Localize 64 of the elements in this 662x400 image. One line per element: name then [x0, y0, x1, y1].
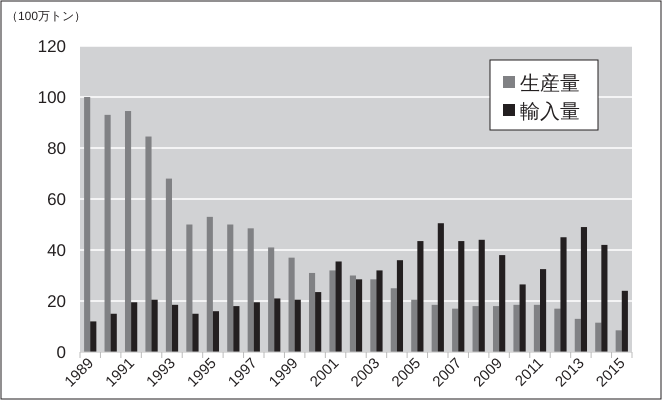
- bar: [513, 304, 520, 352]
- y-tick-label: 120: [38, 37, 66, 56]
- bar: [390, 288, 397, 352]
- bar: [104, 114, 111, 352]
- bar: [336, 261, 342, 352]
- bar: [110, 314, 117, 352]
- bar: [601, 244, 608, 352]
- bar: [574, 318, 581, 352]
- bar: [622, 290, 628, 352]
- bar: [554, 308, 560, 352]
- bar: [540, 269, 546, 352]
- y-tick-label: 40: [47, 241, 66, 260]
- legend-label: 生産量: [520, 73, 580, 95]
- bar: [370, 279, 376, 352]
- bar: [560, 237, 567, 352]
- bar: [534, 304, 540, 352]
- bar: [616, 330, 622, 352]
- bar: [492, 306, 500, 352]
- bar: [288, 258, 295, 352]
- bar: [499, 255, 506, 352]
- bar: [376, 270, 383, 352]
- bar: [520, 284, 526, 352]
- bar: [356, 279, 362, 352]
- bar: [274, 298, 280, 352]
- bar: [152, 300, 158, 352]
- bar: [329, 270, 336, 352]
- bar: [294, 300, 301, 352]
- bar: [452, 308, 458, 352]
- bar: [248, 228, 254, 352]
- bar: [458, 241, 464, 352]
- bar: [254, 302, 260, 352]
- bar: [580, 227, 588, 352]
- bar: [308, 272, 316, 352]
- y-tick-label: 20: [47, 292, 66, 311]
- bar: [350, 276, 356, 352]
- y-axis-title: （100万トン）: [6, 9, 86, 23]
- bar: [186, 224, 192, 352]
- bar: [131, 302, 138, 352]
- y-tick-label: 0: [56, 343, 66, 362]
- legend-label: 輸入量: [520, 101, 580, 123]
- bar: [145, 136, 152, 352]
- bar: [192, 314, 199, 352]
- bar: [227, 224, 234, 352]
- bar: [84, 97, 90, 352]
- bar: [212, 311, 220, 352]
- bar: [478, 240, 485, 352]
- bar: [432, 304, 438, 352]
- bar: [172, 304, 178, 352]
- bar: [206, 216, 213, 352]
- y-tick-label: 80: [47, 139, 66, 158]
- bar: [268, 247, 274, 352]
- bar: [166, 178, 172, 352]
- bar: [396, 260, 404, 352]
- bar: [472, 306, 479, 352]
- bar: [315, 292, 322, 352]
- bar: [417, 241, 424, 352]
- bar: [438, 223, 444, 352]
- bar: [595, 322, 602, 352]
- bar: [411, 300, 418, 352]
- y-tick-label: 60: [47, 190, 66, 209]
- bar: [233, 306, 240, 352]
- bar: [124, 111, 132, 352]
- y-tick-label: 100: [38, 88, 66, 107]
- bar: [90, 321, 96, 352]
